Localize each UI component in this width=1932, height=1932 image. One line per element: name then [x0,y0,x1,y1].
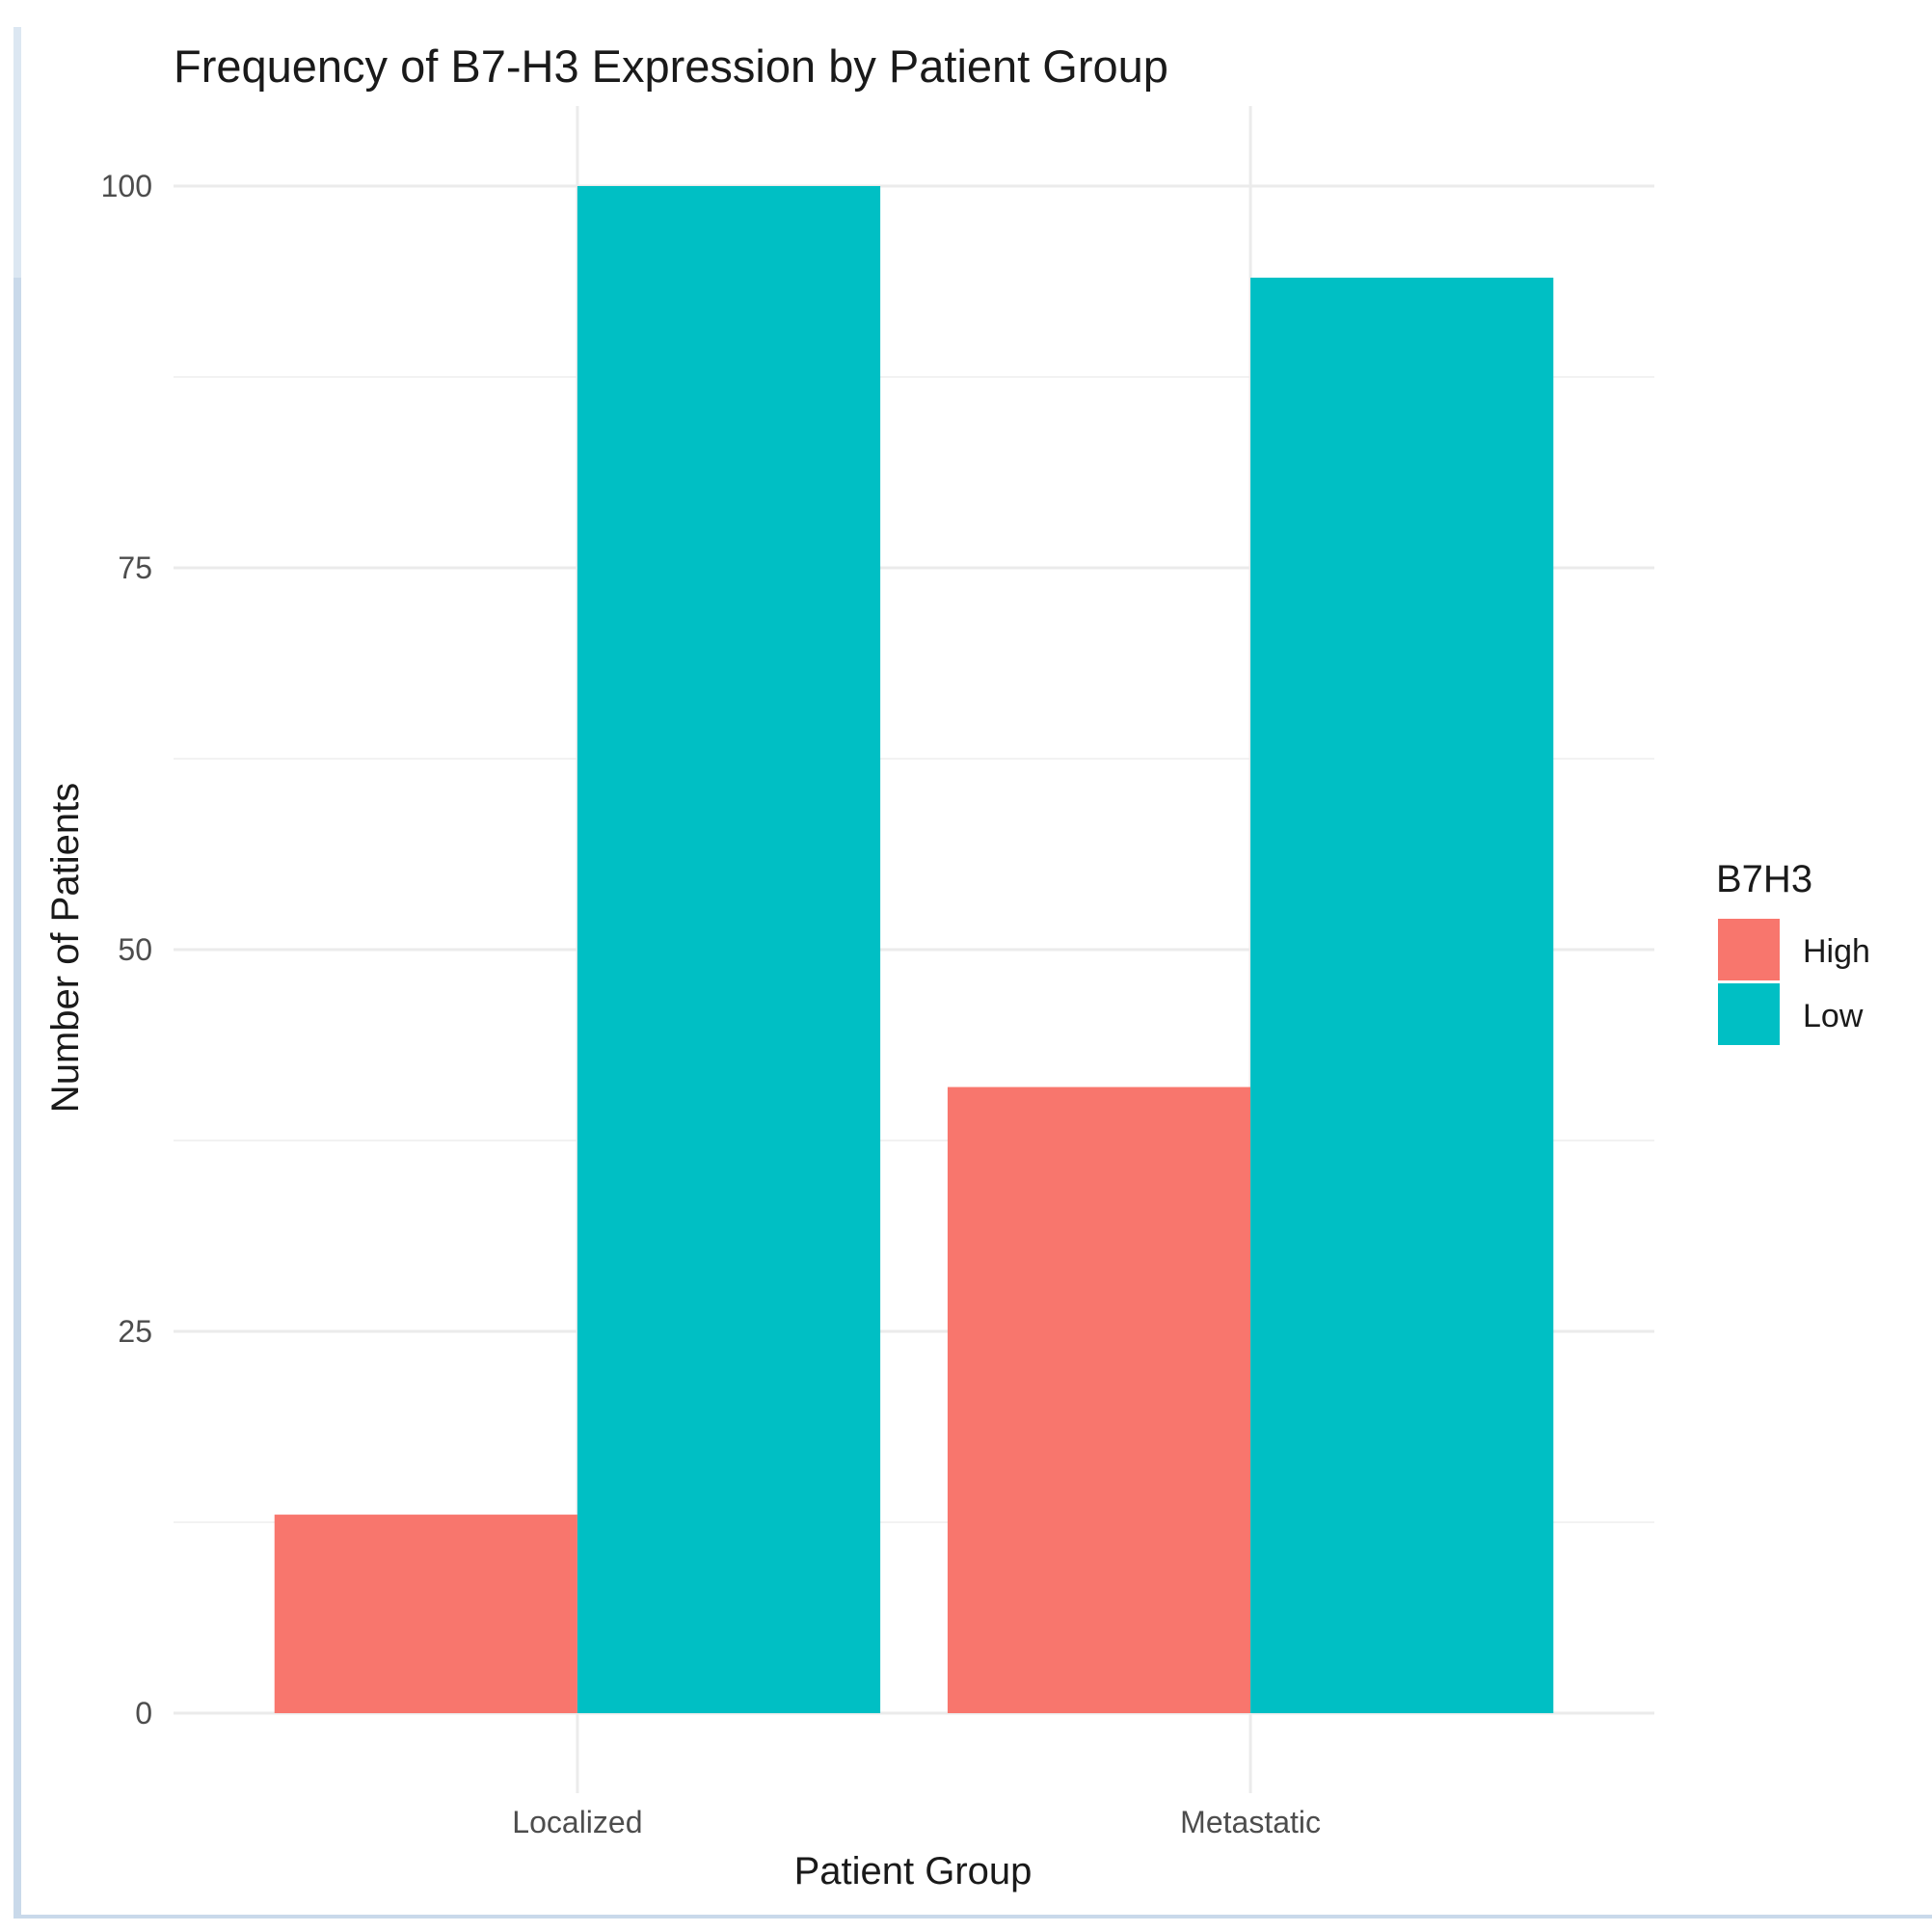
x-tick-labels: Localized Metastatic [512,1805,1321,1839]
y-tick-label: 25 [118,1314,152,1349]
x-tick-label: Localized [512,1805,642,1839]
y-tick-label: 75 [118,550,152,585]
y-axis-title: Number of Patients [44,783,87,1113]
y-tick-label: 50 [118,932,152,967]
legend-key-low [1718,983,1780,1045]
chart-title: Frequency of B7-H3 Expression by Patient… [174,40,1168,92]
bar-low-metastatic [1250,278,1554,1713]
frame-border-left [13,27,21,1917]
legend: B7H3 High Low [1716,858,1870,1045]
legend-key-high [1718,919,1780,980]
x-tick-label: Metastatic [1180,1805,1321,1839]
y-tick-labels: 0 25 50 75 100 [101,169,152,1731]
bar-low-localized [577,186,881,1713]
x-axis-title: Patient Group [794,1850,1033,1892]
legend-title: B7H3 [1716,858,1812,900]
bar-high-metastatic [947,1087,1251,1713]
bars [274,186,1554,1713]
legend-label-low: Low [1803,998,1864,1034]
bar-high-localized [274,1515,577,1713]
y-tick-label: 100 [101,169,152,203]
frame-border-accent [13,27,21,278]
legend-label-high: High [1803,933,1870,970]
frame-border-bottom [13,1915,1932,1919]
y-tick-label: 0 [135,1696,152,1731]
